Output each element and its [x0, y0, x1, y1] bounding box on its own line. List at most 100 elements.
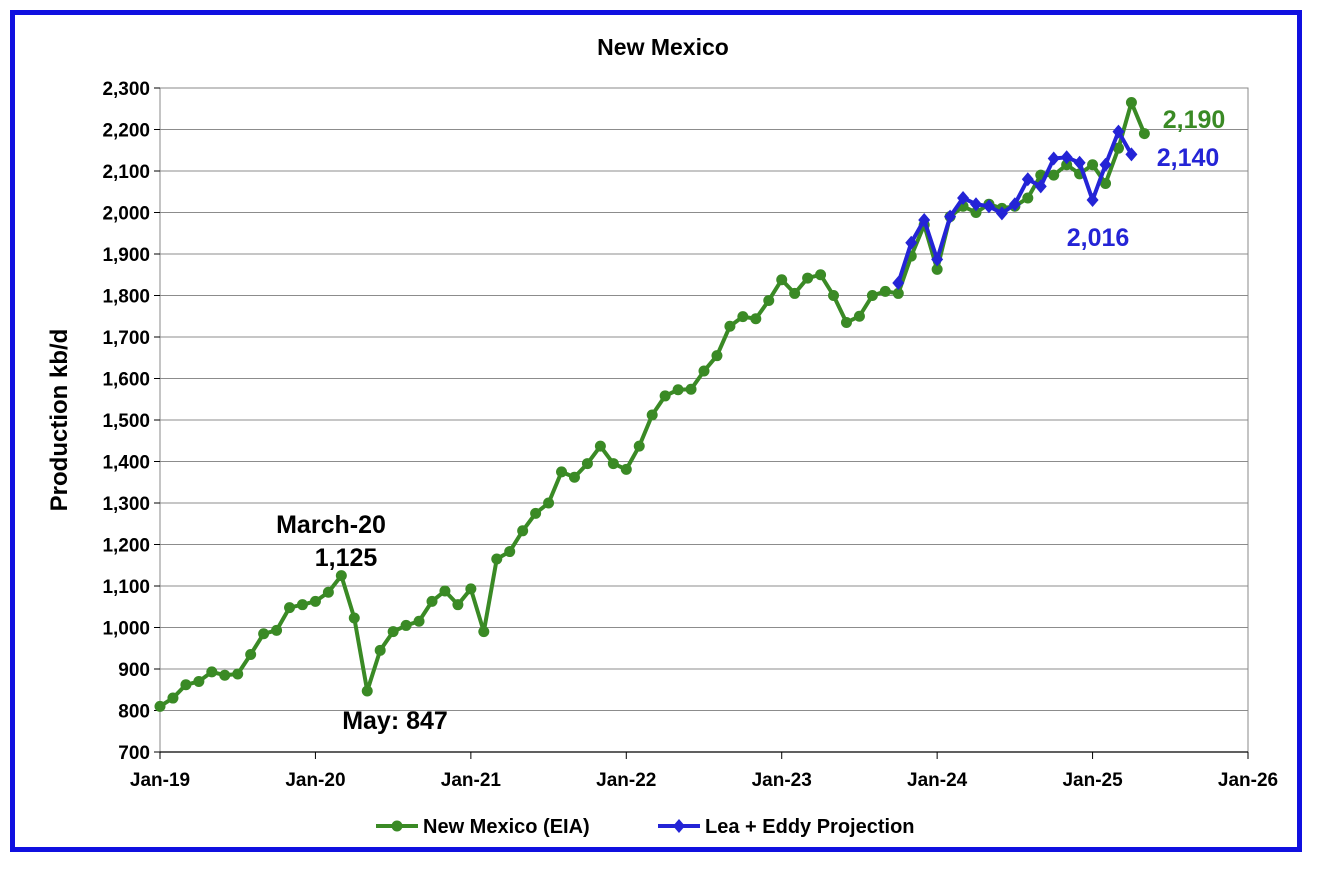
y-tick-label: 1,300 — [102, 494, 150, 515]
data-point — [232, 668, 244, 680]
data-point — [892, 276, 905, 291]
data-point — [1112, 124, 1125, 139]
x-tick-label: Jan-24 — [907, 770, 968, 791]
data-point — [685, 383, 697, 395]
data-point — [802, 272, 814, 284]
y-tick-label: 1,200 — [102, 536, 150, 557]
data-point — [1125, 97, 1137, 109]
data-point — [982, 199, 995, 214]
data-point — [296, 599, 308, 611]
x-tick-label: Jan-22 — [596, 770, 656, 791]
x-tick-label: Jan-25 — [1062, 770, 1123, 791]
data-point — [711, 350, 723, 362]
data-point — [970, 207, 982, 218]
annotation-label: 2,016 — [1067, 224, 1130, 252]
data-point — [659, 390, 671, 402]
legend-marker — [673, 819, 685, 833]
x-tick-label: Jan-26 — [1218, 770, 1278, 791]
data-point — [840, 316, 852, 328]
data-point — [271, 624, 283, 636]
data-point — [905, 235, 918, 250]
data-point — [724, 320, 736, 332]
data-point — [931, 252, 944, 267]
data-point — [931, 263, 943, 275]
y-tick-label: 1,800 — [102, 287, 150, 308]
data-point — [1099, 157, 1112, 172]
data-point — [361, 685, 373, 697]
data-point — [1022, 192, 1034, 204]
x-tick-label: Jan-19 — [130, 770, 190, 791]
data-point — [543, 497, 555, 509]
x-axis: Jan-19 Jan-20 Jan-21 Jan-22 Jan-23 Jan-24 Jan-… — [130, 751, 1278, 791]
legend-item: New Mexico (EIA) — [376, 816, 590, 838]
data-point — [322, 586, 334, 598]
chart-frame — [10, 10, 1302, 852]
annotation-label: May: 847 — [342, 707, 448, 735]
y-tick-label: 800 — [118, 702, 150, 723]
chart-title: New Mexico — [597, 34, 729, 60]
series-line — [158, 100, 1147, 709]
data-point — [1086, 193, 1099, 208]
data-point — [258, 628, 270, 640]
data-point — [219, 669, 231, 681]
y-tick-label: 1,000 — [102, 619, 150, 640]
data-point — [879, 285, 891, 297]
data-point — [918, 212, 931, 227]
legend: New Mexico (EIA) Lea + Eddy Projection — [376, 816, 915, 838]
data-point — [426, 595, 438, 607]
data-point — [750, 313, 762, 325]
annotation-label: 2,190 — [1163, 106, 1226, 134]
data-point — [167, 692, 179, 704]
data-point — [892, 287, 904, 299]
data-point — [1112, 142, 1124, 154]
x-tick-label: Jan-23 — [752, 770, 812, 791]
series-lea-eddy-projection — [892, 124, 1138, 291]
data-point — [1047, 151, 1060, 166]
data-point — [348, 612, 360, 624]
data-point — [866, 290, 878, 301]
x-tick-label: Jan-21 — [441, 770, 502, 791]
data-point — [944, 209, 957, 224]
y-tick-label: 1,700 — [102, 328, 150, 349]
data-point — [284, 602, 296, 614]
data-point — [763, 294, 775, 306]
data-point — [698, 365, 710, 377]
data-point — [1087, 159, 1099, 171]
data-point — [180, 679, 192, 691]
data-point — [828, 290, 840, 301]
y-tick-label: 1,600 — [102, 370, 150, 391]
series-layer — [154, 97, 1150, 712]
y-axis: 700 800 900 1,000 1,100 1,200 1,300 1,400 1,500 1… — [102, 79, 160, 764]
data-point — [309, 595, 321, 607]
y-tick-label: 1,100 — [102, 577, 150, 598]
annotation-label: 1,125 — [315, 544, 378, 572]
legend-marker — [391, 820, 403, 832]
data-point — [154, 700, 166, 712]
data-point — [568, 471, 580, 483]
data-point — [517, 525, 529, 537]
data-point — [1100, 177, 1112, 189]
data-point — [413, 615, 425, 627]
data-point — [957, 190, 970, 205]
data-point — [1008, 197, 1021, 212]
annotation-label: March-20 — [276, 511, 386, 539]
y-tick-label: 1,400 — [102, 453, 150, 474]
data-point — [1125, 147, 1138, 162]
data-point — [1138, 128, 1150, 140]
data-point — [970, 197, 982, 212]
data-point — [853, 310, 865, 322]
data-point — [607, 458, 619, 470]
data-point — [387, 626, 399, 638]
y-tick-label: 1,900 — [102, 245, 150, 266]
y-tick-label: 900 — [118, 660, 150, 681]
data-point — [672, 384, 684, 396]
data-point — [789, 287, 801, 299]
y-tick-label: 2,000 — [102, 204, 150, 225]
data-point — [400, 619, 412, 631]
data-point — [193, 675, 205, 687]
y-tick-label: 2,300 — [102, 79, 150, 100]
data-point — [1034, 179, 1047, 194]
data-point — [1060, 150, 1073, 165]
annotations: March-20 1,125 May: 847 2,190 2,140 2,016 — [276, 106, 1225, 735]
